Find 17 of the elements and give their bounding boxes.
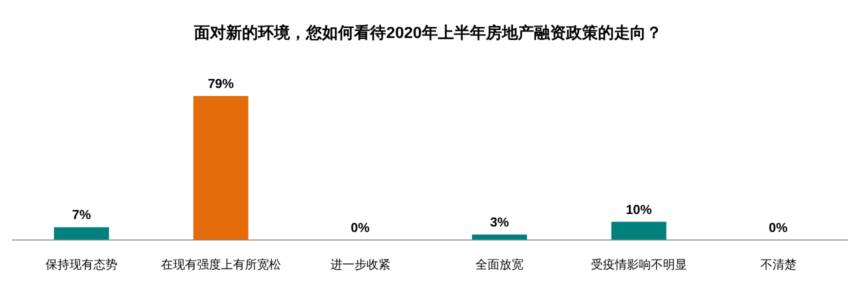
x-tick-label: 不清楚 — [760, 258, 796, 272]
data-label: 0% — [350, 220, 370, 235]
x-tick-label: 受疫情影响不明显 — [591, 258, 687, 272]
bar — [611, 222, 666, 240]
data-label: 10% — [626, 202, 652, 217]
bar — [193, 96, 248, 240]
x-tick-label: 进一步收紧 — [330, 258, 390, 272]
data-label: 3% — [490, 214, 510, 230]
bar — [54, 227, 109, 240]
data-label: 7% — [72, 207, 92, 222]
data-label: 0% — [768, 220, 788, 235]
x-tick-label: 在现有强度上有所宽松 — [161, 258, 281, 272]
x-tick-label: 全面放宽 — [476, 258, 524, 272]
x-tick-label: 保持现有态势 — [46, 258, 118, 272]
bar — [472, 234, 527, 240]
data-label: 79% — [208, 76, 234, 91]
chart-title: 面对新的环境，您如何看待2020年上半年房地产融资政策的走向？ — [193, 23, 663, 44]
